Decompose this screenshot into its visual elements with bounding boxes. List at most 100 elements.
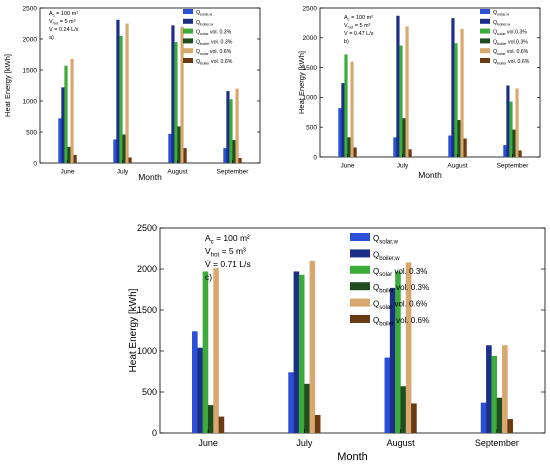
bar-q-solar-w xyxy=(480,402,487,433)
bar-q-boiler-06 xyxy=(408,149,412,157)
bar-q-solar-w xyxy=(393,137,397,157)
bar-q-solar-06 xyxy=(350,61,354,157)
y-tick-label: 0 xyxy=(313,154,317,161)
bar-q-solar-03 xyxy=(491,355,498,433)
bar-q-solar-w xyxy=(338,108,342,157)
bar-q-boiler-06 xyxy=(507,419,513,433)
chart-panel-3: 0 500 1000 1500 2000 2500 Heat Energy [kWh] Jun… xyxy=(128,223,546,463)
legend-entry: Qboiler,w xyxy=(493,20,510,27)
legend-swatch xyxy=(480,38,490,44)
bar-q-solar-06 xyxy=(235,88,239,163)
bar-q-boiler-w xyxy=(451,18,455,157)
legend-swatch xyxy=(183,18,193,24)
x-tick-label: June xyxy=(198,438,218,448)
legend-swatch xyxy=(350,233,370,241)
legend-swatch xyxy=(480,9,490,14)
legend-entry: Qsolar,w xyxy=(493,10,509,17)
bar-q-boiler-06 xyxy=(463,138,467,157)
y-axis-label: Heat Energy [kWh] xyxy=(128,288,139,372)
bar-q-solar-06 xyxy=(70,58,74,164)
bar-q-boiler-03 xyxy=(512,129,516,157)
legend-entry: Qsolar vol. 0.6% xyxy=(196,49,232,56)
bar-q-boiler-03 xyxy=(402,118,406,157)
bar-q-boiler-03 xyxy=(177,126,181,163)
plot-frame xyxy=(39,7,261,164)
legend-swatch xyxy=(350,298,370,307)
bar-q-solar-w xyxy=(384,357,391,433)
bar-q-boiler-w xyxy=(396,15,400,157)
bar-q-boiler-03 xyxy=(232,140,236,163)
bar-q-boiler-03 xyxy=(207,405,214,433)
bar-q-boiler-w xyxy=(293,271,300,433)
legend-entry: Qsolar,w xyxy=(373,234,399,245)
bar-q-boiler-w xyxy=(341,83,345,157)
annotation-line: Vhot = 5 m³ xyxy=(205,246,246,259)
bar-q-solar-03 xyxy=(229,99,233,163)
legend-swatch xyxy=(480,18,490,24)
bar-q-solar-03 xyxy=(509,101,513,157)
bar-q-solar-03 xyxy=(174,42,178,163)
bar-q-boiler-03 xyxy=(347,137,351,157)
legend-swatch xyxy=(183,9,193,14)
y-tick-label: 2000 xyxy=(137,264,157,274)
x-axis-label: Month xyxy=(418,170,442,180)
bar-q-solar-06 xyxy=(213,268,219,433)
bar-q-boiler-03 xyxy=(67,146,71,163)
y-tick-label: 1500 xyxy=(137,305,157,315)
legend-swatch xyxy=(183,28,193,34)
bar-q-boiler-w xyxy=(197,347,203,433)
bar-q-boiler-06 xyxy=(238,158,242,163)
x-axis-label: Month xyxy=(337,451,368,463)
x-tick-label: June xyxy=(60,169,74,176)
bar-q-solar-w xyxy=(223,148,227,163)
bar-q-boiler-w xyxy=(61,87,65,163)
bar-q-boiler-06 xyxy=(518,150,522,157)
bar-q-solar-w xyxy=(192,331,198,433)
legend-entry: Qboiler vol. 0.6% xyxy=(373,316,429,327)
bar-q-boiler-w xyxy=(389,287,396,433)
legend-swatch xyxy=(350,249,370,258)
panel-label: b) xyxy=(344,39,349,45)
bar-q-solar-06 xyxy=(125,23,129,163)
bar-q-boiler-w xyxy=(226,91,230,163)
y-tick-label: 2000 xyxy=(23,36,38,43)
legend-entry: Qsolar vol.0.3% xyxy=(493,30,527,37)
bar-q-solar-06 xyxy=(405,26,409,158)
legend-entry: Qsolar vol. 0.6% xyxy=(373,300,427,311)
legend-swatch xyxy=(480,58,490,63)
y-axis-label: Heat Energy [kWh] xyxy=(3,54,12,117)
y-tick-label: 500 xyxy=(306,124,317,131)
bar-q-boiler-w xyxy=(506,85,510,157)
bar-q-solar-03 xyxy=(399,45,403,157)
bar-q-solar-03 xyxy=(64,65,68,163)
legend-swatch xyxy=(480,48,490,54)
bar-q-solar-06 xyxy=(502,345,508,433)
bar-q-solar-w xyxy=(503,145,507,157)
y-tick-label: 0 xyxy=(152,428,157,438)
bar-q-solar-03 xyxy=(395,271,401,433)
annotation-line: Ac = 100 m² xyxy=(344,15,373,22)
legend-entry: Qsolar,w xyxy=(196,10,212,17)
bar-q-boiler-06 xyxy=(218,416,225,433)
legend-entry: Qboiler vol. 0.6% xyxy=(493,59,530,66)
bar-q-boiler-06 xyxy=(314,414,321,433)
bar-q-boiler-w xyxy=(116,19,120,164)
legend-swatch xyxy=(350,265,370,274)
legend-entry: Qboiler vol. 0.6% xyxy=(196,59,233,66)
bar-q-solar-06 xyxy=(405,262,412,433)
annotation-line: V̇ = 0.47 L/s xyxy=(344,30,374,37)
y-axis-label: Heat Energy [kWh] xyxy=(297,51,306,114)
legend-swatch xyxy=(350,315,370,323)
annotation-line: V̇ = 0.24 L/s xyxy=(49,26,79,33)
bar-q-solar-w xyxy=(288,372,294,433)
y-tick-label: 1500 xyxy=(23,67,38,74)
x-tick-label: August xyxy=(447,163,467,170)
legend-swatch xyxy=(183,48,193,54)
annotation-line: Vhot = 5 m³ xyxy=(344,23,371,30)
y-tick-label: 1500 xyxy=(303,65,318,72)
bar-q-boiler-03 xyxy=(496,397,503,433)
bar-q-boiler-06 xyxy=(183,148,187,163)
plot-frame xyxy=(159,227,546,434)
bar-q-solar-06 xyxy=(460,28,464,157)
y-tick-label: 2000 xyxy=(303,35,318,42)
